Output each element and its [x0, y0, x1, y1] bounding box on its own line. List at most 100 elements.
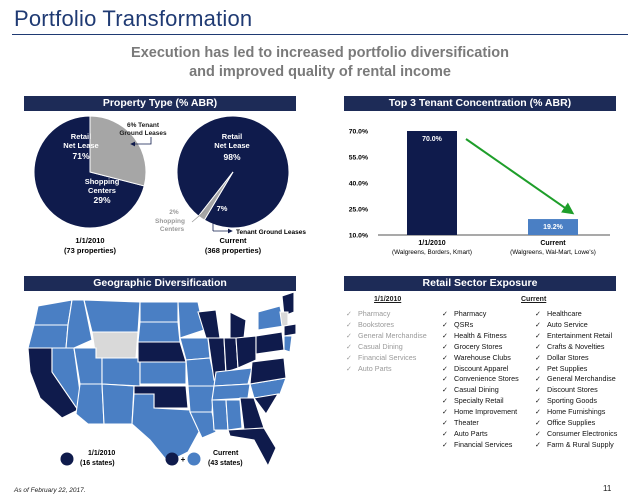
list-current-b-label: Healthcare: [547, 309, 582, 318]
check-icon: ✓: [535, 441, 541, 449]
pie-2010-date: 1/1/2010: [75, 236, 104, 245]
bar-2010-category: 1/1/2010: [418, 240, 445, 247]
map-state-or: [27, 324, 69, 349]
list-2010-label: Financial Services: [358, 352, 417, 362]
map-state-me: [281, 291, 295, 317]
bar-2010-note: (Walgreens, Borders, Kmart): [392, 249, 472, 256]
bar-y-tick-label: 10.0%: [349, 233, 368, 240]
pie-current-retail-pct: 98%: [223, 152, 240, 162]
map-state-ks: [139, 361, 187, 385]
list-2010-label: Auto Parts: [358, 363, 392, 373]
check-icon: ✓: [442, 365, 448, 373]
list-current-b-item: ✓ Dollar Stores: [535, 353, 617, 364]
bar-y-tick-label: 25.0%: [349, 207, 368, 214]
list-current-b-item: ✓ General Merchandise: [535, 374, 617, 385]
pie-current-retail-label-2: Net Lease: [214, 141, 249, 150]
bar-y-tick-label: 70.0%: [349, 129, 368, 136]
check-icon: ✓: [535, 376, 541, 384]
list-current-b-label: Pet Supplies: [547, 363, 588, 373]
bar-current-category: Current: [540, 240, 566, 247]
pie-current-shopping-pct: 2%: [169, 209, 179, 216]
legend-current-dot-light: [187, 452, 201, 466]
list-current-b-item: ✓ Healthcare: [535, 309, 617, 320]
pie-2010-note: (73 properties): [64, 246, 117, 255]
list-current-b-item: ✓ Sporting Goods: [535, 396, 617, 407]
check-icon: ✓: [442, 376, 448, 384]
list-2010-label: Pharmacy: [358, 309, 391, 318]
map-state-mi: [229, 311, 247, 339]
pie-2010-retail-label-1: Retail: [71, 132, 91, 141]
list-current-a-item: ✓ Specialty Retail: [442, 396, 519, 407]
list-current-a-item: ✓ Health & Fitness: [442, 331, 519, 342]
list-current-a-label: Warehouse Clubs: [454, 352, 511, 362]
legend-current-date: Current: [213, 450, 239, 457]
check-icon: ✓: [442, 409, 448, 417]
list-current-a-item: ✓ Home Improvement: [442, 407, 519, 418]
sector-head-2010: 1/1/2010: [374, 296, 402, 303]
bar-y-ticks: 10.0% 25.0% 40.0% 55.0% 70.0%: [349, 129, 368, 240]
list-current-a-item: ✓ Theater: [442, 418, 519, 429]
list-current-a-item: ✓ Warehouse Clubs: [442, 353, 519, 364]
legend-plus: +: [181, 455, 186, 464]
map-state-tx: [131, 393, 201, 463]
map-state-co: [101, 357, 141, 387]
check-icon: ✓: [442, 332, 448, 340]
list-current-a-label: Theater: [454, 418, 479, 428]
map-state-oh: [235, 335, 257, 369]
map-state-al: [225, 399, 243, 431]
check-icon: ✓: [442, 441, 448, 449]
list-2010-item: ✓ Bookstores: [346, 320, 427, 331]
legend-2010-date: 1/1/2010: [88, 450, 115, 457]
pie-2010: Retail Net Lease 71% Shopping Centers 29…: [33, 115, 167, 255]
title-divider: [12, 34, 628, 35]
legend-2010-dot: [60, 452, 74, 466]
pie-2010-retail-pct: 71%: [72, 151, 89, 161]
list-current-b-label: Home Furnishings: [547, 407, 606, 417]
legend-current-note: (43 states): [208, 460, 243, 467]
sector-list-current-a: ✓ Pharmacy ✓ QSRs ✓ Health & Fitness ✓ Grocery …: [442, 309, 519, 451]
list-current-a-item: ✓ Grocery Stores: [442, 342, 519, 353]
check-icon: ✓: [346, 343, 352, 351]
list-current-b-label: General Merchandise: [547, 374, 616, 384]
footnote: As of February 22, 2017.: [14, 487, 86, 494]
check-icon: ✓: [442, 321, 448, 329]
list-2010-item: ✓ Financial Services: [346, 353, 427, 364]
list-current-b-label: Office Supplies: [547, 418, 596, 428]
bar-current-note: (Walgreens, Wal-Mart, Lowe's): [510, 249, 596, 256]
pie-2010-tenant-pointer: [130, 137, 152, 147]
pie-2010-shopping-label-1: Shopping: [85, 177, 120, 186]
list-current-a-item: ✓ Financial Services: [442, 440, 519, 451]
list-2010-item: ✓ Pharmacy: [346, 309, 427, 320]
pie-current-date: Current: [219, 236, 247, 245]
map-state-sd: [137, 321, 181, 343]
check-icon: ✓: [535, 354, 541, 362]
pie-current-tenant-pct: 7%: [217, 204, 228, 213]
list-2010-item: ✓ Casual Dining: [346, 342, 427, 353]
list-current-a-label: Casual Dining: [454, 385, 499, 395]
check-icon: ✓: [535, 387, 541, 395]
subtitle-line-2: and improved quality of rental income: [189, 64, 451, 80]
map-state-nj: [283, 335, 293, 353]
list-current-b-item: ✓ Pet Supplies: [535, 364, 617, 375]
check-icon: ✓: [346, 311, 352, 318]
pie-2010-slice-shopping: [89, 115, 147, 187]
pie-2010-tenant-label-1: 6% Tenant: [127, 122, 160, 129]
check-icon: ✓: [535, 332, 541, 340]
check-icon: ✓: [442, 354, 448, 362]
check-icon: ✓: [535, 420, 541, 428]
bar-2010: [407, 131, 457, 235]
pie-current: Retail Net Lease 98% 7% 2% Shopping Cent…: [155, 115, 306, 255]
check-icon: ✓: [346, 321, 352, 329]
list-current-b-label: Entertainment Retail: [547, 330, 613, 340]
legend-2010-note: (16 states): [80, 460, 115, 467]
page-title: Portfolio Transformation: [14, 6, 253, 31]
page-subtitle: Execution has led to increased portfolio…: [0, 44, 640, 82]
list-current-a-label: Pharmacy: [454, 309, 487, 318]
bar-y-tick-label: 40.0%: [349, 181, 368, 188]
map-state-ne: [137, 341, 187, 363]
list-current-b-item: ✓ Discount Stores: [535, 385, 617, 396]
list-current-b-item: ✓ Consumer Electronics: [535, 429, 617, 440]
list-current-a-item: ✓ Auto Parts: [442, 429, 519, 440]
list-current-b-item: ✓ Home Furnishings: [535, 407, 617, 418]
map-state-nm: [101, 383, 135, 425]
